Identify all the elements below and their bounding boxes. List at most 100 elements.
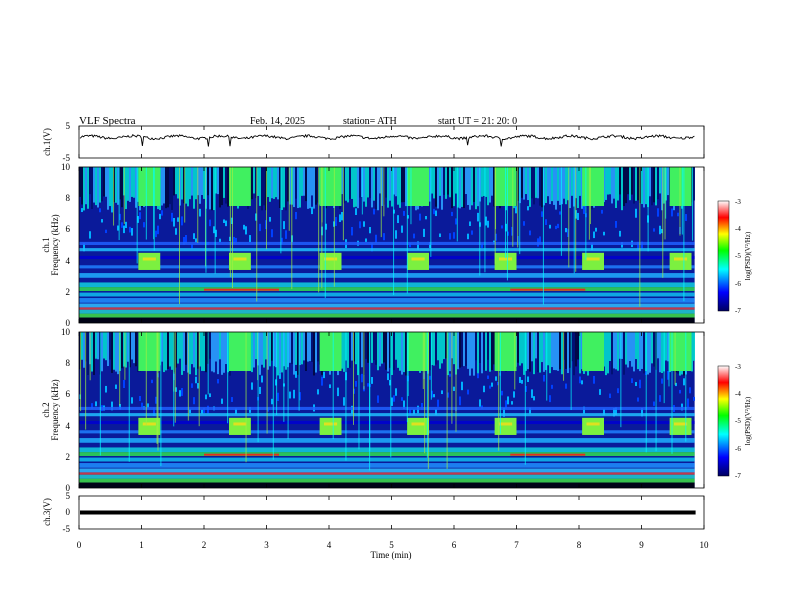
spectro-column <box>473 167 475 202</box>
spectro-column <box>517 332 519 363</box>
spectro-column <box>377 167 379 211</box>
spectro-column <box>403 332 405 373</box>
spectro-burst <box>407 252 429 270</box>
spectro-column <box>437 332 439 361</box>
spectro-speck <box>489 385 491 389</box>
spectro-streak <box>585 167 587 260</box>
spectro-speck <box>603 408 605 416</box>
spectro-streak <box>291 167 293 290</box>
spectro-column <box>485 167 487 197</box>
spectro-speck <box>111 206 113 213</box>
spectro-column <box>635 167 637 201</box>
spectro-column <box>455 167 457 194</box>
spectro-column <box>401 167 403 203</box>
spectro-column <box>223 332 225 373</box>
spectro-column <box>399 332 401 371</box>
spectro-speck <box>147 403 149 409</box>
spectro-column <box>81 167 83 205</box>
spectro-streak <box>563 332 565 381</box>
spectro-column <box>567 332 569 374</box>
spectro-column <box>179 332 181 359</box>
time-tick-0: 0 <box>77 540 82 550</box>
spectro-speck <box>175 387 177 392</box>
spectro-speck <box>551 384 553 389</box>
spectro-column <box>567 167 569 201</box>
spectro-band <box>79 265 695 269</box>
spectro-column <box>661 167 663 211</box>
spectro-speck <box>295 371 297 378</box>
spectro-column <box>445 167 447 199</box>
spectro-column <box>469 332 471 376</box>
ch1-colorbar-tick-neg6: -6 <box>735 280 741 288</box>
spectro-column <box>649 167 651 197</box>
spectro-column <box>389 167 391 201</box>
spectro-column <box>199 332 201 367</box>
spectro-column <box>433 167 435 199</box>
spectro-column <box>525 167 527 195</box>
spectro-speck <box>603 231 605 236</box>
spectro-streak <box>128 332 130 462</box>
spectro-speck <box>261 375 263 383</box>
spectro-column <box>445 332 447 359</box>
spectro-column <box>351 167 353 199</box>
spectro-speck <box>419 213 421 221</box>
spectro-speck <box>435 409 437 415</box>
spectro-burst-core <box>499 257 513 261</box>
spectro-column <box>609 332 611 362</box>
spectro-column <box>251 332 253 373</box>
spectro-column <box>127 167 129 201</box>
spectro-column <box>171 332 173 370</box>
spectro-band <box>79 482 695 488</box>
spectro-column <box>137 332 139 372</box>
spectro-streak <box>451 332 453 424</box>
spectro-streak <box>287 332 289 440</box>
spectro-column <box>289 332 291 363</box>
spectro-streak <box>197 167 199 243</box>
spectro-streak <box>645 332 647 453</box>
spectro-speck <box>119 403 121 410</box>
spectro-speck <box>409 409 411 416</box>
spectro-streak <box>173 332 175 427</box>
spectro-column <box>537 332 539 373</box>
spectro-speck <box>193 233 195 240</box>
spectro-band <box>79 317 695 323</box>
spectro-speck <box>83 243 85 252</box>
spectro-column <box>161 332 163 362</box>
spectro-speck <box>179 390 181 397</box>
spectro-streak <box>324 167 326 298</box>
spectro-column <box>641 167 643 204</box>
spectro-column <box>187 167 189 207</box>
spectro-column <box>569 167 571 209</box>
spectro-column <box>305 167 307 202</box>
spectro-band <box>79 313 695 318</box>
spectro-speck <box>123 225 125 234</box>
spectro-column <box>109 167 111 207</box>
spectro-column <box>609 167 611 195</box>
spectro-column <box>81 332 83 360</box>
spectro-speck <box>455 218 457 225</box>
spectro-column <box>85 167 87 205</box>
spectro-speck <box>515 206 517 214</box>
spectro-column <box>385 332 387 370</box>
time-tick-6: 6 <box>452 540 457 550</box>
spectro-speck <box>329 384 331 389</box>
spectro-column <box>613 167 615 199</box>
spectro-column <box>263 332 265 368</box>
ch1-freq-tick-8: 8 <box>66 193 71 203</box>
spectro-burst <box>229 252 251 270</box>
spectro-column <box>163 332 165 373</box>
spectro-column <box>405 332 407 376</box>
spectro-column <box>269 332 271 367</box>
spectro-column <box>657 167 659 200</box>
spectro-streak <box>383 167 385 217</box>
spectro-column <box>479 332 481 363</box>
spectro-speck <box>155 230 157 238</box>
spectro-speck <box>373 208 375 215</box>
spectro-column <box>255 332 257 360</box>
ch2-freq-tick-0: 0 <box>66 483 71 493</box>
spectro-column <box>219 167 221 208</box>
spectro-column <box>459 332 461 368</box>
spectro-column <box>279 332 281 374</box>
spectro-column <box>297 332 299 375</box>
spectro-streak <box>430 167 432 257</box>
